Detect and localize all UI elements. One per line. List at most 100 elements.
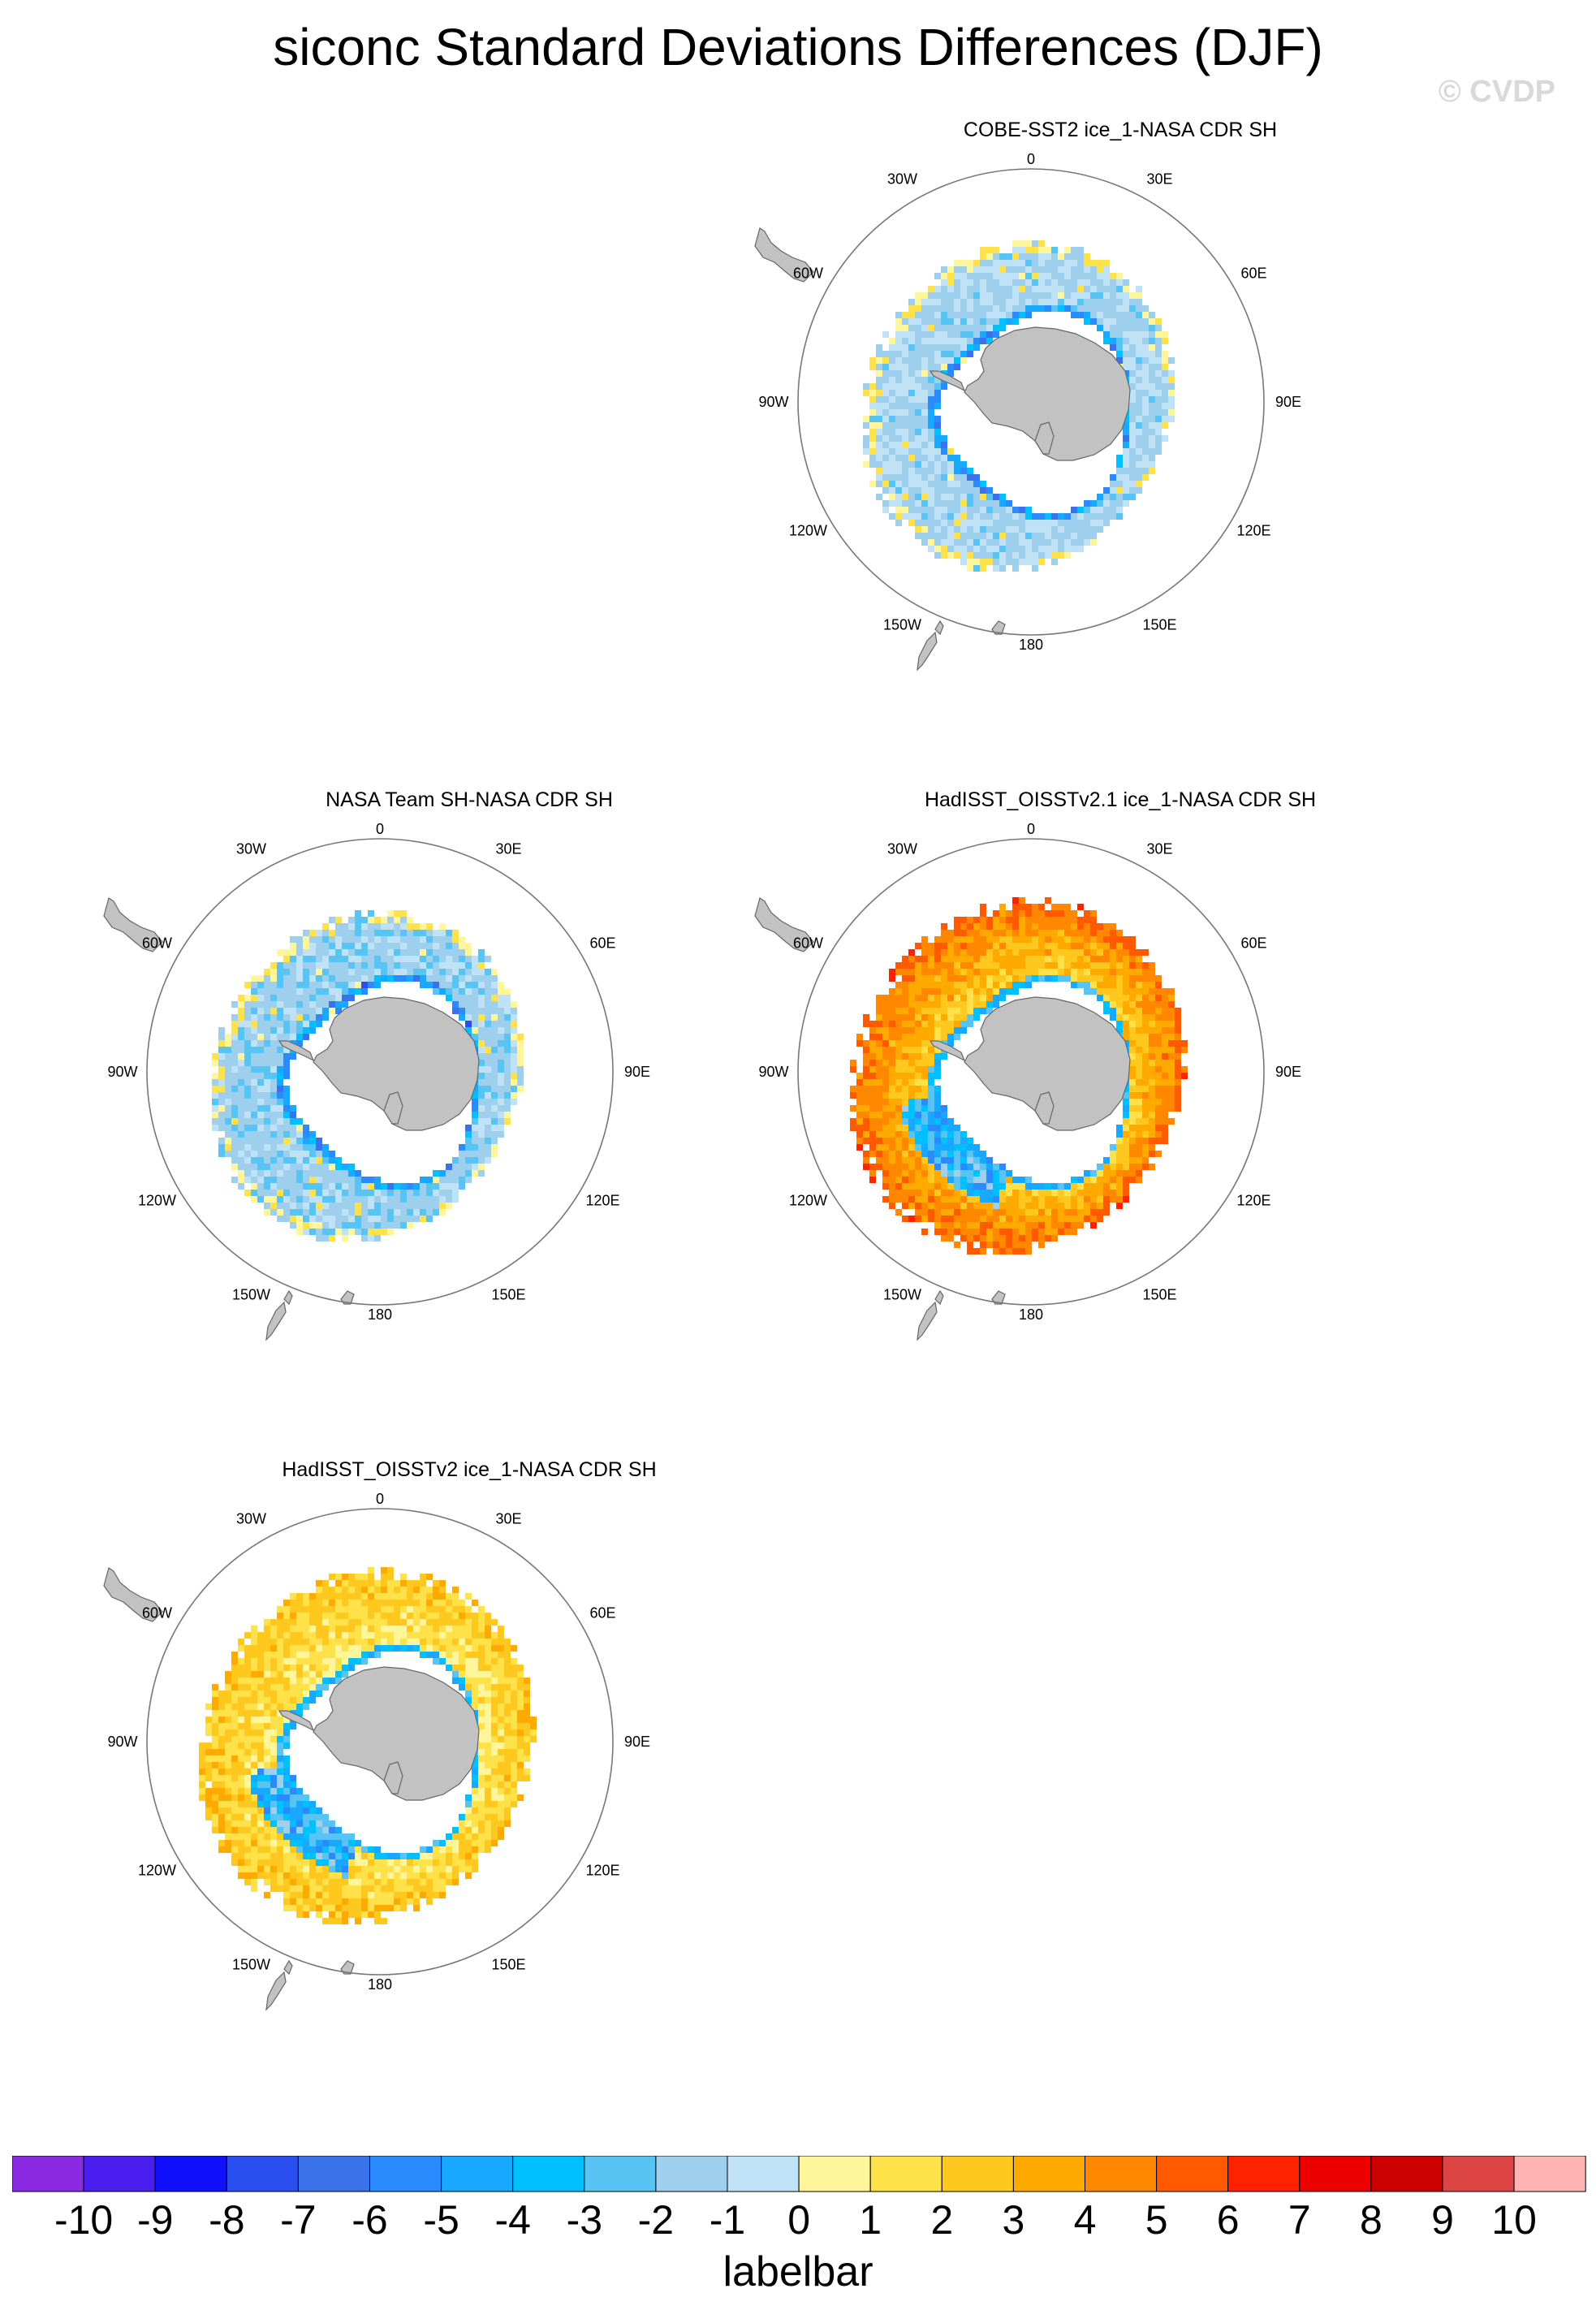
data-cell [251, 1762, 257, 1768]
data-cell [863, 1112, 869, 1118]
data-cell [980, 338, 986, 344]
data-cell [231, 1157, 238, 1164]
data-cell [491, 1781, 498, 1788]
data-cell [1136, 1066, 1142, 1073]
data-cell [1123, 956, 1129, 962]
data-cell [277, 1190, 283, 1196]
data-cell [361, 969, 368, 975]
data-cell [459, 1014, 465, 1021]
data-cell [947, 305, 954, 312]
data-cell [413, 1645, 420, 1652]
data-cell [303, 1183, 309, 1190]
data-cell [960, 1157, 967, 1164]
data-cell [439, 1613, 446, 1619]
data-cell [928, 520, 934, 526]
data-cell [967, 481, 973, 487]
data-cell [902, 969, 908, 975]
data-cell [355, 1183, 361, 1190]
data-cell [446, 1177, 452, 1183]
data-cell [1038, 260, 1045, 266]
data-cell [1032, 266, 1038, 273]
data-cell [1025, 956, 1032, 962]
data-cell [1129, 435, 1136, 442]
data-cell [1019, 507, 1025, 513]
data-cell [355, 917, 361, 923]
data-cell [264, 1092, 270, 1099]
data-cell [459, 1606, 465, 1613]
data-cell [1162, 1092, 1168, 1099]
data-cell [902, 1183, 908, 1190]
data-cell [980, 988, 986, 995]
data-cell [355, 1606, 361, 1613]
data-cell [296, 956, 303, 962]
data-cell [902, 429, 908, 435]
data-cell [908, 507, 915, 513]
data-cell [251, 1755, 257, 1762]
data-cell [251, 1034, 257, 1040]
data-cell [1012, 279, 1019, 286]
data-cell [218, 1066, 225, 1073]
landmass [313, 996, 480, 1131]
data-cell [387, 1632, 394, 1639]
data-cell [387, 1216, 394, 1222]
data-cell [999, 500, 1006, 507]
data-cell [329, 1574, 335, 1580]
data-cell [1116, 481, 1123, 487]
data-cell [1019, 513, 1025, 520]
data-cell [394, 943, 400, 949]
data-cell [335, 1203, 342, 1209]
data-cell [270, 1105, 277, 1112]
data-cell [420, 1190, 426, 1196]
data-cell [1110, 292, 1116, 299]
data-cell [270, 1073, 277, 1079]
data-cell [277, 1632, 283, 1639]
data-cell [934, 995, 941, 1001]
data-cell [342, 975, 348, 982]
lon-label: 150W [883, 1287, 921, 1303]
data-cell [999, 539, 1006, 546]
data-cell [1136, 1079, 1142, 1086]
data-cell [1071, 312, 1077, 318]
data-cell [407, 1222, 413, 1229]
data-cell [251, 1047, 257, 1053]
data-cell [361, 1203, 368, 1209]
data-cell [1149, 1092, 1155, 1099]
data-cell [251, 1144, 257, 1151]
data-cell [394, 910, 400, 917]
data-cell [1006, 962, 1012, 969]
data-cell [472, 1762, 478, 1768]
data-cell [205, 1762, 212, 1768]
data-cell [1058, 917, 1064, 923]
data-cell [999, 904, 1006, 910]
data-cell [270, 1704, 277, 1710]
data-cell [973, 1196, 980, 1203]
data-cell [1038, 910, 1045, 917]
data-cell [413, 1203, 420, 1209]
data-cell [1168, 1099, 1175, 1105]
data-cell [491, 1021, 498, 1027]
data-cell [368, 1203, 374, 1209]
data-cell [264, 1034, 270, 1040]
data-cell [1123, 468, 1129, 474]
data-cell [231, 1053, 238, 1060]
data-cell [915, 982, 921, 988]
data-cell [1116, 975, 1123, 982]
data-cell [1123, 1001, 1129, 1008]
data-cell [986, 1209, 993, 1216]
data-cell [316, 962, 322, 969]
data-cell [1110, 500, 1116, 507]
data-cell [270, 1060, 277, 1066]
data-cell [895, 1164, 902, 1170]
data-cell [309, 1164, 316, 1170]
data-cell [915, 325, 921, 331]
data-cell [504, 1704, 511, 1710]
data-cell [934, 273, 941, 279]
data-cell [277, 1060, 283, 1066]
data-cell [902, 988, 908, 995]
data-cell [433, 1183, 439, 1190]
data-cells [212, 910, 524, 1242]
data-cell [433, 1209, 439, 1216]
data-cell [908, 338, 915, 344]
data-cell [459, 1170, 465, 1177]
land [754, 897, 1131, 1341]
